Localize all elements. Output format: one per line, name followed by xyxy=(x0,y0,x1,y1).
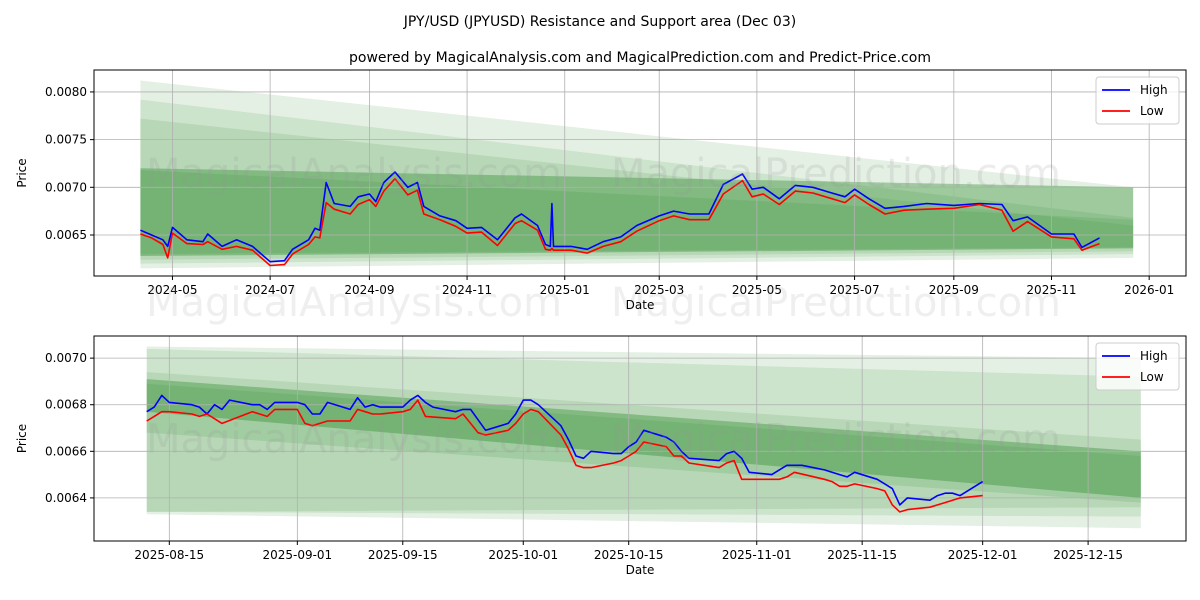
x-tick-label: 2025-09-15 xyxy=(368,548,438,562)
x-tick-label: 2025-12-15 xyxy=(1053,548,1123,562)
y-tick-label: 0.0068 xyxy=(45,398,87,412)
y-axis-label: Price xyxy=(15,158,29,187)
x-tick-label: 2025-11 xyxy=(1026,283,1076,297)
legend: High Low xyxy=(1095,342,1180,391)
x-tick-label: 2025-07 xyxy=(829,283,879,297)
x-tick-label: 2026-01 xyxy=(1124,283,1174,297)
legend: High Low xyxy=(1095,76,1180,125)
series-line-high xyxy=(146,394,984,506)
legend-box xyxy=(1095,342,1180,391)
chart-subtitle: powered by MagicalAnalysis.com and Magic… xyxy=(349,50,931,66)
y-tick-label: 0.0080 xyxy=(45,85,87,99)
x-tick-label: 2025-05 xyxy=(732,283,782,297)
legend-label-low: Low xyxy=(1140,104,1164,118)
x-tick-label: 2025-11-01 xyxy=(722,548,792,562)
series-line-high xyxy=(140,171,1100,263)
axes-frame xyxy=(93,69,1187,277)
plot-area xyxy=(94,336,1186,541)
watermark-text: MagicalPrediction.com xyxy=(611,417,1061,463)
resistance-support-band xyxy=(146,348,1141,517)
legend-box xyxy=(1095,76,1180,125)
x-tick-label: 2025-11-15 xyxy=(827,548,897,562)
series-line-low xyxy=(146,399,983,513)
resistance-support-band xyxy=(146,346,1141,529)
plot-area xyxy=(94,70,1186,276)
resistance-support-band xyxy=(146,379,1141,498)
resistance-support-band xyxy=(140,168,1134,256)
x-tick-label: 2025-08-15 xyxy=(134,548,204,562)
resistance-support-band xyxy=(140,170,1134,255)
x-tick-label: 2024-07 xyxy=(245,283,295,297)
watermark-text: MagicalAnalysis.com xyxy=(146,280,562,326)
y-tick-label: 0.0070 xyxy=(45,351,87,365)
x-tick-label: 2025-03 xyxy=(634,283,684,297)
panel-2: 2025-08-15 2025-09-01 2025-09-15 2025-10-01… xyxy=(15,335,1187,577)
x-tick-label: 2024-11 xyxy=(442,283,492,297)
x-tick-label: 2024-05 xyxy=(147,283,197,297)
panel-1: 2024-05 2024-07 2024-09 2024-11 2025-01 2025-… xyxy=(15,69,1187,326)
y-tick-label: 0.0065 xyxy=(45,228,87,242)
x-axis-label: Date xyxy=(626,298,655,312)
legend-label-high: High xyxy=(1140,83,1168,97)
watermark-text: MagicalPrediction.com xyxy=(611,151,1061,197)
x-tick-label: 2025-12-01 xyxy=(948,548,1018,562)
watermark-text: MagicalPrediction.com xyxy=(611,280,1061,326)
y-tick-label: 0.0070 xyxy=(45,180,87,194)
resistance-support-band xyxy=(140,99,1134,264)
x-tick-label: 2025-09 xyxy=(929,283,979,297)
x-tick-label: 2025-01 xyxy=(540,283,590,297)
x-tick-label: 2025-10-15 xyxy=(594,548,664,562)
y-tick-label: 0.0075 xyxy=(45,133,87,147)
y-tick-label: 0.0066 xyxy=(45,444,87,458)
y-tick-label: 0.0064 xyxy=(45,491,87,505)
x-tick-label: 2024-09 xyxy=(344,283,394,297)
x-tick-label: 2025-10-01 xyxy=(488,548,558,562)
y-axis-label: Price xyxy=(15,424,29,453)
watermark-text: MagicalAnalysis.com xyxy=(146,417,562,463)
legend-label-high: High xyxy=(1140,349,1168,363)
resistance-support-band xyxy=(140,80,1134,269)
chart-title: JPY/USD (JPYUSD) Resistance and Support … xyxy=(403,14,796,30)
x-tick-label: 2025-09-01 xyxy=(262,548,332,562)
axes-frame xyxy=(93,335,1187,542)
watermark-text: MagicalAnalysis.com xyxy=(146,151,562,197)
series-line-low xyxy=(140,177,1100,267)
x-axis-label: Date xyxy=(626,563,655,577)
legend-label-low: Low xyxy=(1140,370,1164,384)
resistance-support-band xyxy=(140,118,1134,260)
